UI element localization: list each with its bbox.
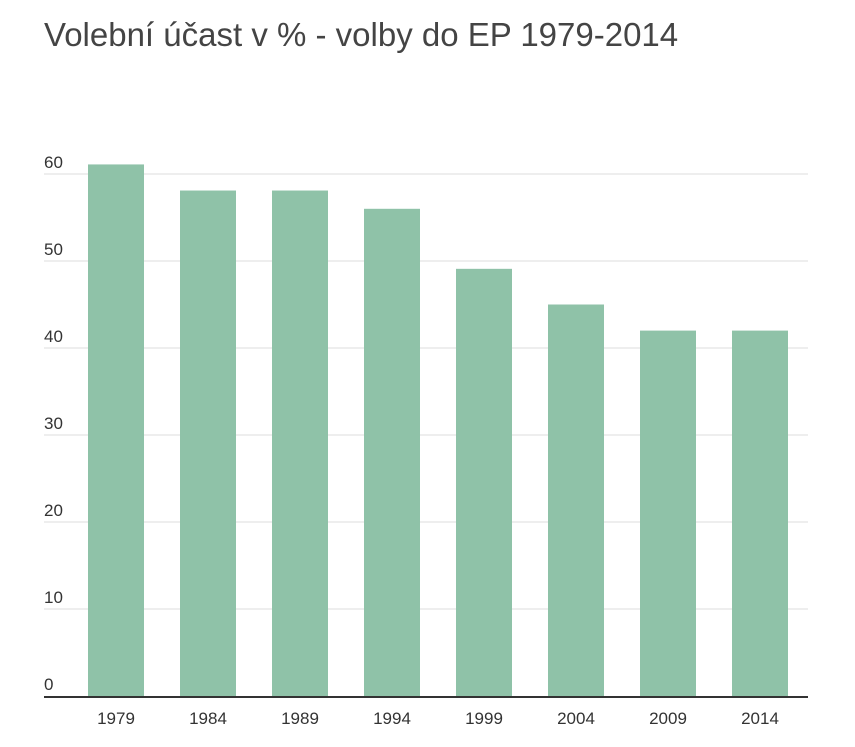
y-tick-label: 0 [44,675,53,694]
y-tick-label: 50 [44,240,63,259]
chart-title: Volební účast v % - volby do EP 1979-201… [44,16,679,53]
bars [88,164,788,697]
y-tick-label: 20 [44,501,63,520]
bar-2004 [548,304,604,696]
grid-lines [44,173,808,610]
bar-1999 [456,268,512,696]
bar-1994 [364,208,420,697]
bar-2014 [732,330,788,696]
x-tick-label: 2014 [741,709,779,728]
y-axis-labels: 0 10 20 30 40 50 60 [44,153,63,694]
y-tick-label: 40 [44,327,63,346]
x-tick-label: 1984 [189,709,227,728]
bar-1979 [88,164,144,696]
y-tick-label: 30 [44,414,63,433]
x-tick-label: 2009 [649,709,687,728]
y-tick-label: 60 [44,153,63,172]
x-tick-label: 1999 [465,709,503,728]
bar-1984 [180,190,236,696]
bar-1989 [272,190,328,696]
x-tick-label: 1989 [281,709,319,728]
x-tick-label: 2004 [557,709,595,728]
x-axis-labels: 1979 1984 1989 1994 1999 2004 2009 2014 [97,709,779,728]
x-tick-label: 1979 [97,709,135,728]
y-tick-label: 10 [44,588,63,607]
bar-2009 [640,330,696,696]
x-tick-label: 1994 [373,709,411,728]
